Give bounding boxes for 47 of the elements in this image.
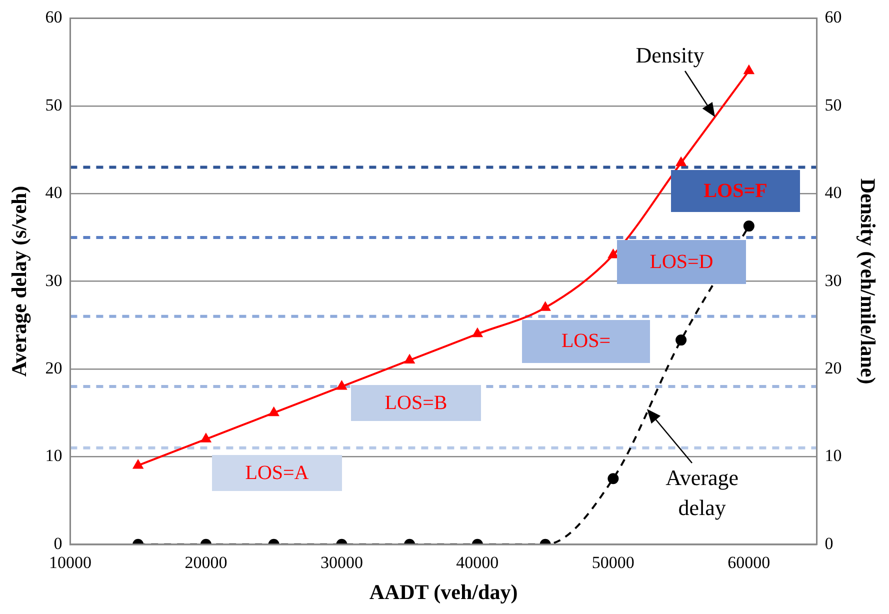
x-tick-label: 30000 <box>320 553 363 572</box>
point <box>404 354 414 364</box>
y-tick-label: 20 <box>45 358 62 378</box>
annotation: LOS=D <box>650 250 714 274</box>
point <box>744 65 754 74</box>
point <box>540 302 550 311</box>
y-tick-label: 0 <box>54 534 62 553</box>
y2-axis-title: Density (veh/mile/lane) <box>856 178 880 384</box>
y2-tick-label: 0 <box>824 534 834 553</box>
point <box>743 220 754 232</box>
point <box>676 334 687 346</box>
x-tick-label: 40000 <box>456 553 499 572</box>
annotation: LOS=A <box>245 462 309 484</box>
label-box: LOS=F <box>671 170 800 212</box>
point <box>676 157 686 166</box>
annotation: LOS=F <box>704 180 768 202</box>
series-label: Density <box>636 42 704 68</box>
point <box>608 249 618 258</box>
x-tick-label: 10000 <box>48 553 92 572</box>
y2-tick-label: 30 <box>824 270 842 290</box>
annotation: LOS= <box>561 330 611 353</box>
label-box: LOS=D <box>617 240 746 284</box>
y2-tick-label: 50 <box>824 95 842 114</box>
y-tick-label: 60 <box>45 8 62 27</box>
y2-tick-label: 60 <box>824 8 842 27</box>
point <box>268 407 279 416</box>
y-tick-label: 40 <box>45 183 62 202</box>
x-tick-label: 50000 <box>592 553 634 572</box>
y-tick-label: 10 <box>45 446 62 466</box>
x-tick-label: 20000 <box>184 553 228 572</box>
x-axis-title: AADT (veh/day) <box>369 580 518 604</box>
point <box>336 381 347 390</box>
legend-label: Average delay <box>666 465 739 520</box>
label-box: LOS= <box>522 320 650 363</box>
y-tick-label: 50 <box>45 95 62 114</box>
y2-tick-label: 20 <box>824 358 842 378</box>
point <box>201 434 211 442</box>
y-tick-label: 30 <box>45 270 62 290</box>
x-tick-label: 60000 <box>728 553 770 572</box>
annotation: LOS=B <box>384 392 448 414</box>
point <box>472 328 482 338</box>
label-box: LOS=B <box>351 385 481 421</box>
point <box>133 460 143 469</box>
y2-tick-label: 10 <box>824 446 842 466</box>
y-axis-title: Average delay (s/veh) <box>7 186 32 377</box>
label-box: LOS=A <box>212 455 342 491</box>
y2-tick-label: 40 <box>824 183 842 202</box>
